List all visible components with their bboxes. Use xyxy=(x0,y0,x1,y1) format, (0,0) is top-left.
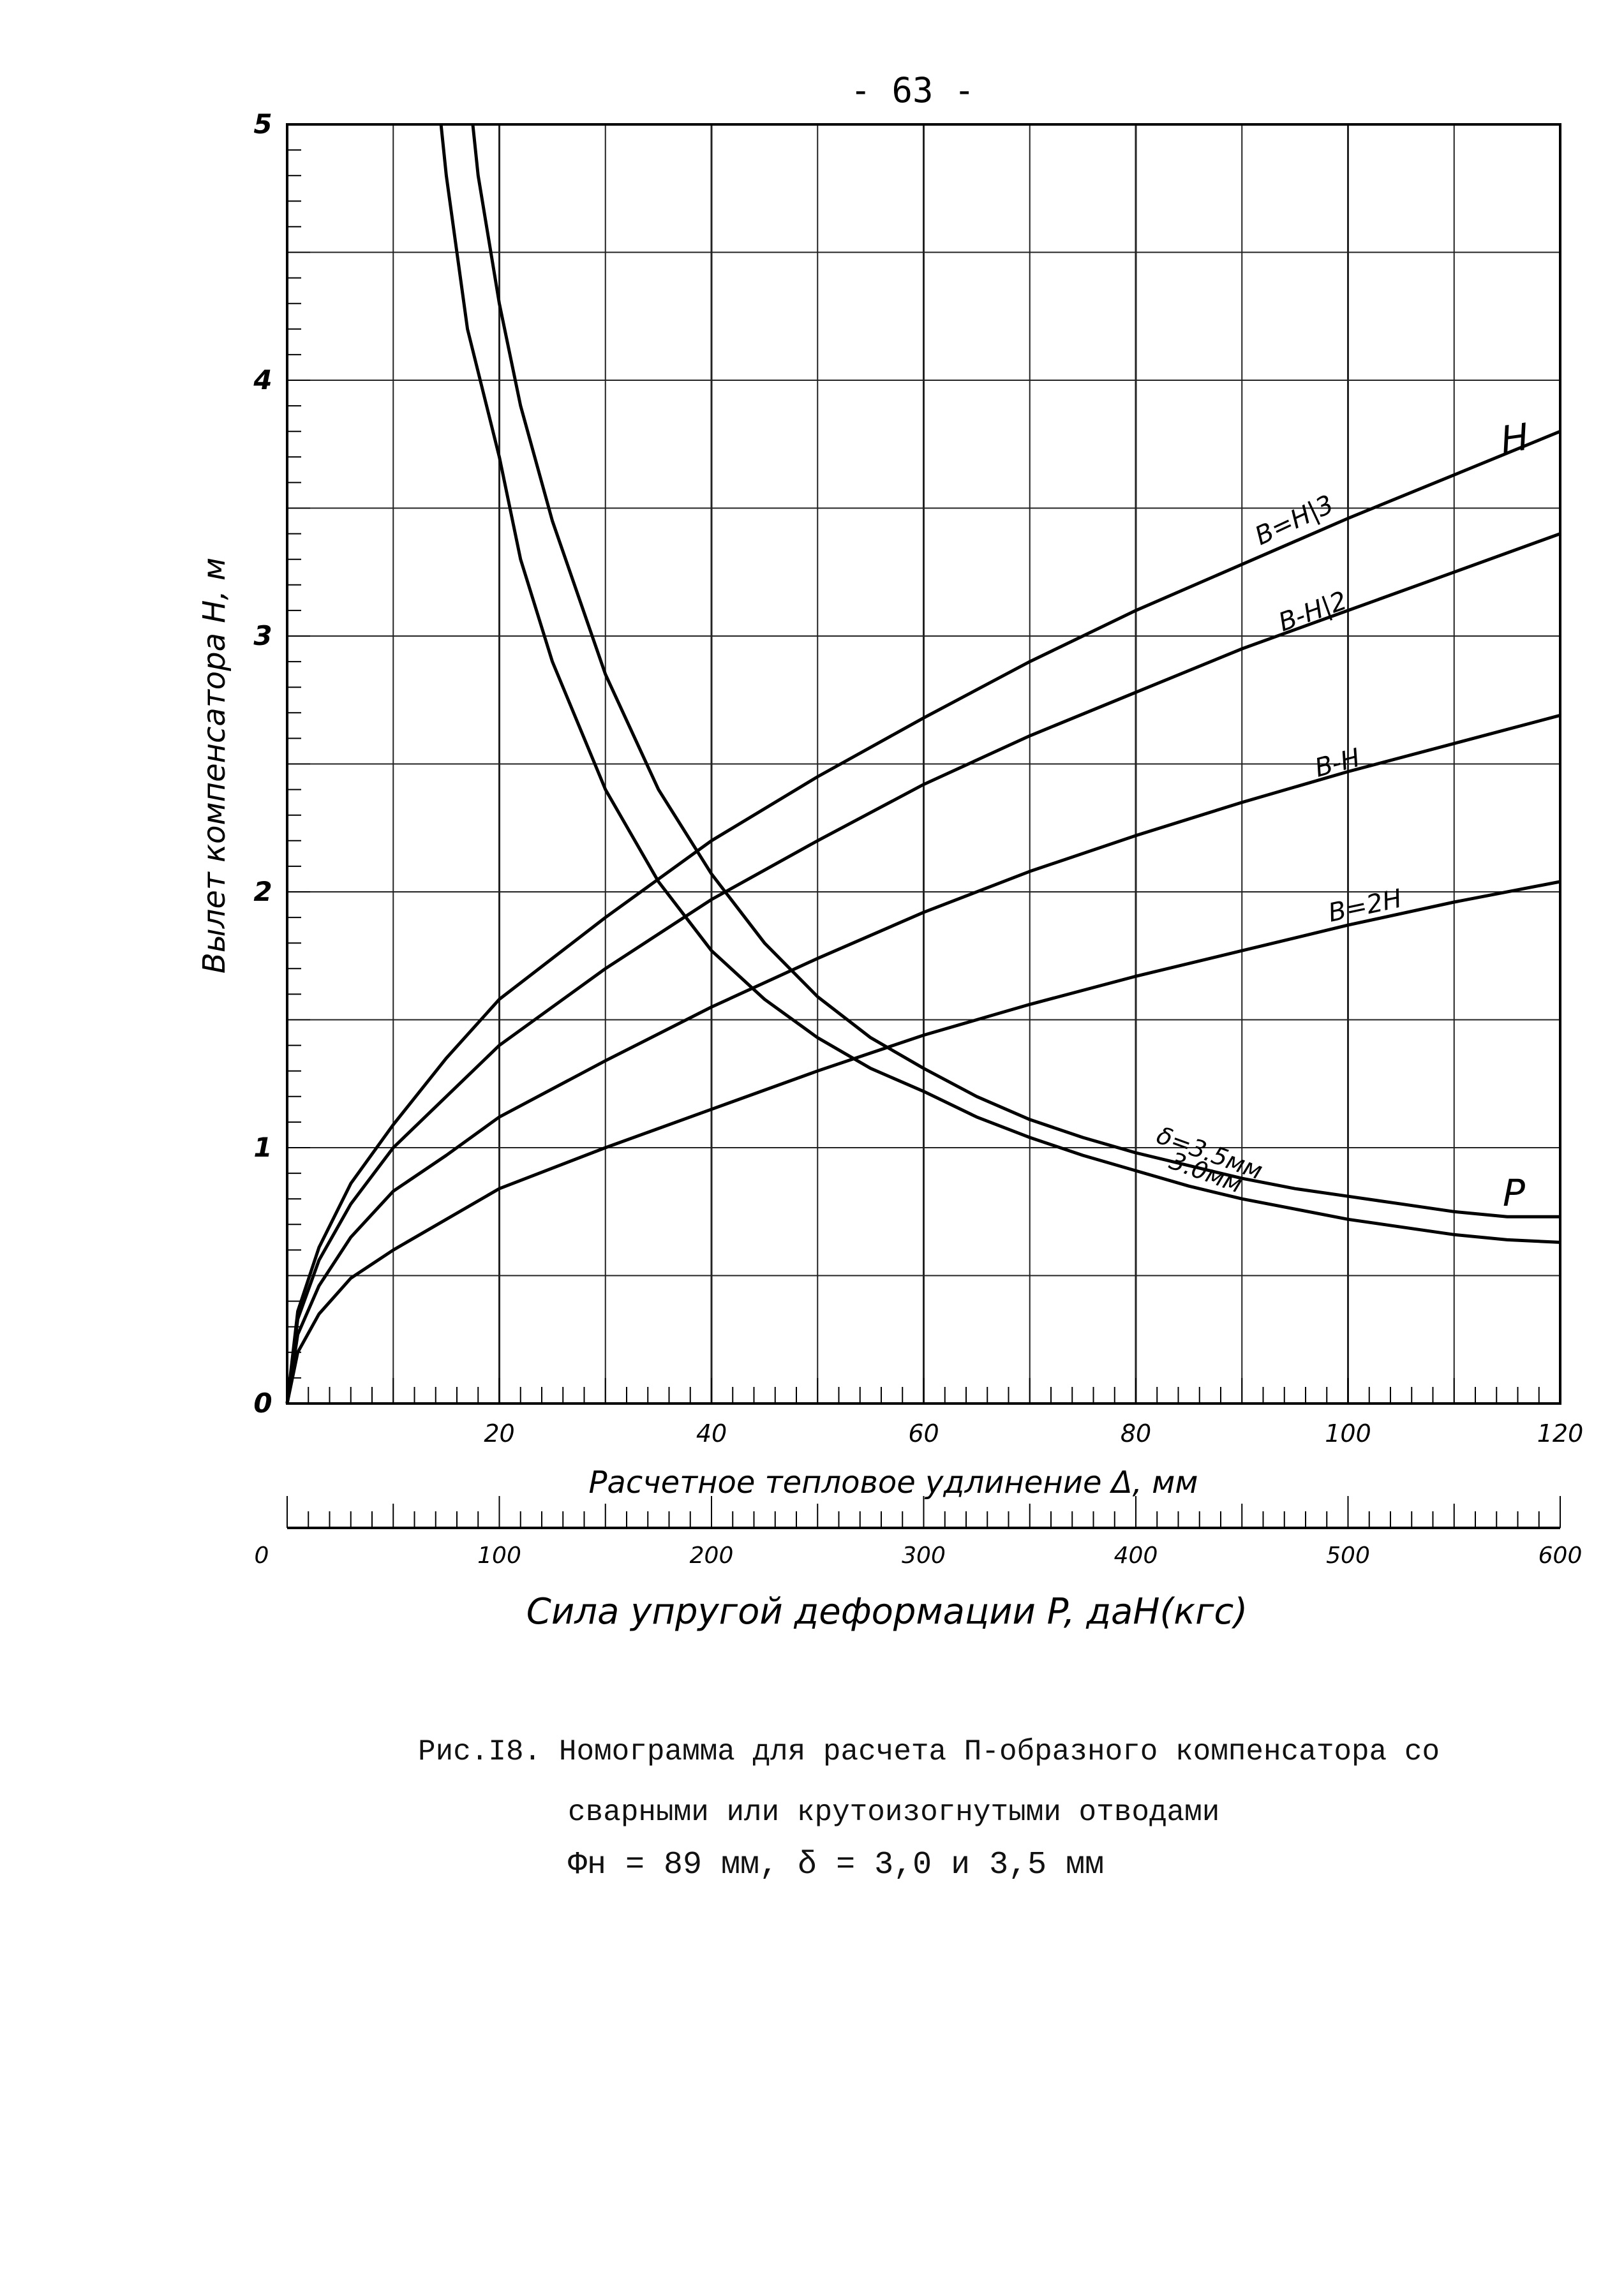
h-curve-series xyxy=(285,713,1561,1404)
x-axis-label: Расчетное тепловое удлинение Δ, мм xyxy=(588,1465,1198,1500)
p-curves-letter: P xyxy=(1503,1171,1525,1215)
x-tick-label: 100 xyxy=(1325,1419,1371,1448)
label-b-h2: B-H|2 xyxy=(1275,586,1351,637)
grid-lines xyxy=(287,124,1560,1404)
y-tick-label: 1 xyxy=(253,1132,272,1163)
page-number: - 63 - xyxy=(850,70,975,110)
y-tick-label: 3 xyxy=(253,620,272,651)
label-b-h: B-H xyxy=(1312,743,1364,783)
figure-caption-line3: Φн = 89 мм, δ = 3,0 и 3,5 мм xyxy=(568,1847,1105,1883)
h-curve-series xyxy=(285,880,1561,1404)
ticks xyxy=(287,124,1561,1528)
x-tick-label: 60 xyxy=(908,1419,939,1448)
x-tick-label: 120 xyxy=(1537,1419,1584,1448)
x2-tick-label: 100 xyxy=(477,1543,521,1569)
p-curve-series xyxy=(439,124,1561,1244)
h-curve-series xyxy=(285,532,1561,1404)
figure-caption-line1: Рис.I8. Номограмма для расчета П-образно… xyxy=(418,1735,1440,1768)
x2-tick-label: 400 xyxy=(1114,1543,1158,1569)
x2-tick-label: 500 xyxy=(1326,1543,1370,1569)
y-tick-label: 0 xyxy=(253,1388,272,1419)
x2-tick-label: 300 xyxy=(902,1543,946,1569)
y-tick-label: 5 xyxy=(253,108,272,140)
y-axis-label: Вылет компенсатора H, м xyxy=(197,558,232,974)
x2-tick-label: 0 xyxy=(255,1543,269,1569)
x2-tick-label: 200 xyxy=(690,1543,734,1569)
x2-axis-label: Сила упругой деформации P, даН(кгс) xyxy=(526,1591,1248,1633)
figure-caption-line2: сварными или крутоизогнутыми отводами xyxy=(568,1796,1220,1829)
x-tick-label: 20 xyxy=(484,1419,514,1448)
x2-tick-label: 600 xyxy=(1538,1543,1583,1569)
p-curve-series xyxy=(471,124,1560,1218)
x-tick-label: 40 xyxy=(696,1419,727,1448)
tick-labels: 20 40 60 80 100 120 0 1 2 3 4 5 0 100 200 300 400 500 600 xyxy=(253,108,1583,1569)
x-tick-label: 80 xyxy=(1121,1419,1151,1448)
curves xyxy=(285,124,1561,1404)
h-curves-letter: H xyxy=(1498,415,1531,461)
h-curve-series xyxy=(285,429,1561,1404)
y-tick-label: 2 xyxy=(253,876,272,907)
y-tick-label: 4 xyxy=(253,364,272,396)
